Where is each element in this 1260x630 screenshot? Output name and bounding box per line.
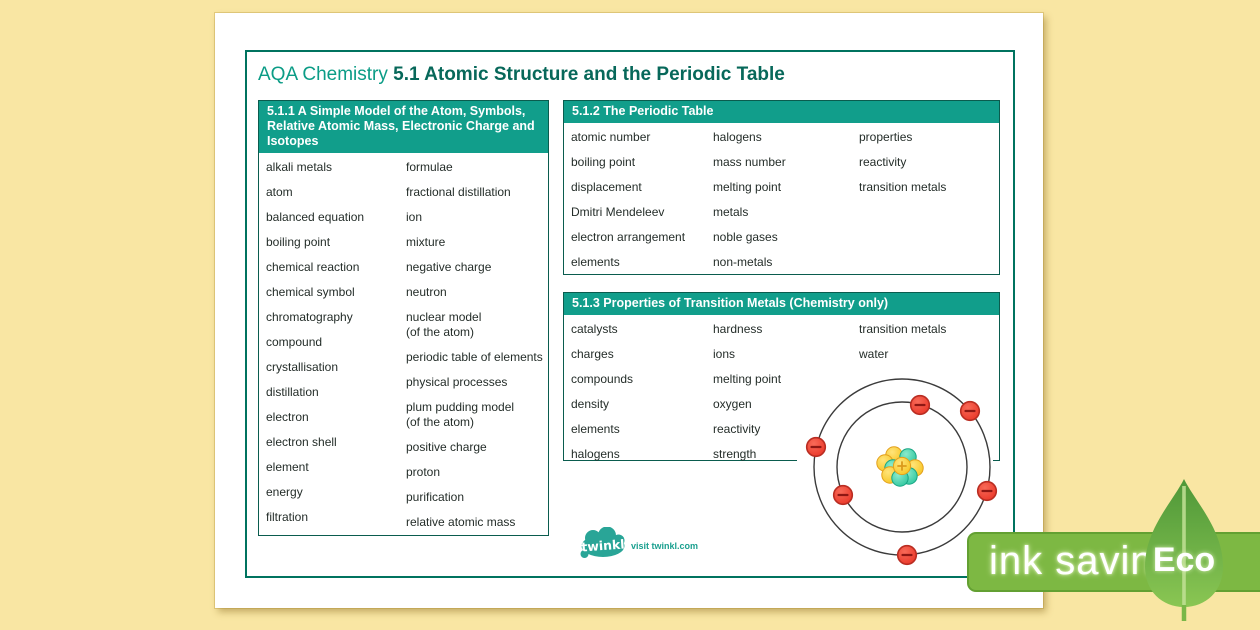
- vocab-column: catalysts charges compounds density elements…: [571, 322, 633, 472]
- vocab-word: nuclear model (of the atom): [406, 310, 482, 339]
- vocab-word: mass number: [713, 155, 786, 169]
- electron: [959, 400, 981, 422]
- electron: [896, 544, 918, 566]
- electron: [805, 436, 827, 458]
- vocab-box-5-1-2: 5.1.2 The Periodic Table atomic number bo…: [563, 100, 1000, 275]
- vocab-word: distillation: [266, 385, 319, 399]
- vocab-word: non-metals: [713, 255, 773, 269]
- electrons: [805, 394, 998, 566]
- vocab-word: properties: [859, 130, 913, 144]
- vocab-word: reactivity: [713, 422, 761, 436]
- vocab-word: electron shell: [266, 435, 337, 449]
- vocab-word: transition metals: [859, 322, 947, 336]
- vocab-word: halogens: [571, 447, 620, 461]
- vocab-word: formulae: [406, 160, 453, 174]
- vocab-word: compound: [266, 335, 323, 349]
- vocab-word: melting point: [713, 372, 782, 386]
- vocab-word: density: [571, 397, 610, 411]
- vocab-word: fractional distillation: [406, 185, 511, 199]
- vocab-column: atomic number boiling point displacement Dm…: [571, 130, 685, 280]
- twinkl-logo: twinkl: [580, 527, 625, 558]
- vocab-box-5-1-1: 5.1.1 A Simple Model of the Atom, Symbol…: [258, 100, 549, 536]
- nucleus: [876, 446, 924, 487]
- vocab-word: electron: [266, 410, 309, 424]
- vocab-word: transition metals: [859, 180, 947, 194]
- electron: [976, 480, 998, 502]
- inner-orbit: [836, 401, 968, 533]
- electron: [909, 394, 931, 416]
- electron: [832, 484, 854, 506]
- twinkl-logo-cloud-icon: [580, 527, 625, 558]
- vocab-word: energy: [266, 485, 303, 499]
- vocab-box-header: 5.1.3 Properties of Transition Metals (C…: [564, 293, 999, 315]
- vocab-box-header: 5.1.1 A Simple Model of the Atom, Symbol…: [259, 101, 548, 153]
- vocab-word: chemical symbol: [266, 285, 355, 299]
- vocab-word: neutron: [406, 285, 447, 299]
- page-title: AQA Chemistry 5.1 Atomic Structure and t…: [258, 64, 785, 86]
- vocab-word: water: [859, 347, 889, 361]
- vocab-word: halogens: [713, 130, 762, 144]
- vocab-column: alkali metals atom balanced equation boilin…: [266, 160, 364, 535]
- page-border-frame: [245, 50, 1015, 578]
- proton: [892, 456, 912, 476]
- vocab-word: noble gases: [713, 230, 778, 244]
- vocab-word: element: [266, 460, 309, 474]
- vocab-word: chromatography: [266, 310, 353, 324]
- vocab-word: strength: [713, 447, 757, 461]
- vocab-word: melting point: [713, 180, 782, 194]
- vocab-box-header: 5.1.2 The Periodic Table: [564, 101, 999, 123]
- vocab-word: elements: [571, 422, 620, 436]
- ink-saving-label: ink saving: [989, 539, 1177, 583]
- title-topic: 5.1 Atomic Structure and the Periodic Ta…: [393, 64, 785, 85]
- vocab-column: transition metals water: [859, 322, 946, 372]
- title-course: AQA Chemistry: [258, 64, 388, 85]
- vocab-word: negative charge: [406, 260, 492, 274]
- vocab-word: positive charge: [406, 440, 487, 454]
- vocab-column: halogens mass number melting point metals no…: [713, 130, 786, 280]
- vocab-column: formulae fractional distillation ion mixtur…: [406, 160, 543, 540]
- vocab-word: displacement: [571, 180, 642, 194]
- vocab-word: ions: [713, 347, 736, 361]
- vocab-word: mixture: [406, 235, 446, 249]
- vocab-word: crystallisation: [266, 360, 339, 374]
- vocab-word: atomic number: [571, 130, 651, 144]
- vocab-word: alkali metals: [266, 160, 333, 174]
- vocab-word: relative atomic mass: [406, 515, 516, 529]
- vocab-word: electron arrangement: [571, 230, 686, 244]
- visit-twinkl-text: visit twinkl.com: [631, 541, 699, 551]
- eco-leaf-icon: [1145, 479, 1223, 621]
- vocab-word: ion: [406, 210, 423, 224]
- vocab-word: proton: [406, 465, 441, 479]
- vocab-word: oxygen: [713, 397, 752, 411]
- vocab-word: physical processes: [406, 375, 508, 389]
- vocab-column: hardness ions melting point oxygen reactivit…: [713, 322, 781, 472]
- plus-icon: [897, 461, 907, 471]
- vocab-word: catalysts: [571, 322, 618, 336]
- vocab-word: periodic table of elements: [406, 350, 543, 364]
- vocab-word: reactivity: [859, 155, 907, 169]
- eco-label: Eco: [1152, 541, 1216, 579]
- vocab-word: plum pudding model (of the atom): [406, 400, 515, 429]
- vocab-word: Dmitri Mendeleev: [571, 205, 665, 219]
- vocab-word: hardness: [713, 322, 763, 336]
- vocab-word: elements: [571, 255, 620, 269]
- vocab-column: properties reactivity transition metals: [859, 130, 946, 205]
- vocab-word: charges: [571, 347, 614, 361]
- atom-diagram: [797, 368, 998, 568]
- vocab-word: boiling point: [266, 235, 331, 249]
- vocab-word: boiling point: [571, 155, 636, 169]
- vocab-word: balanced equation: [266, 210, 365, 224]
- vocab-word: filtration: [266, 510, 309, 524]
- twinkl-logo-text: twinkl: [581, 537, 625, 555]
- vocab-word: compounds: [571, 372, 634, 386]
- vocab-word: chemical reaction: [266, 260, 360, 274]
- vocab-word: atom: [266, 185, 293, 199]
- vocab-word: purification: [406, 490, 465, 504]
- vocab-word: metals: [713, 205, 749, 219]
